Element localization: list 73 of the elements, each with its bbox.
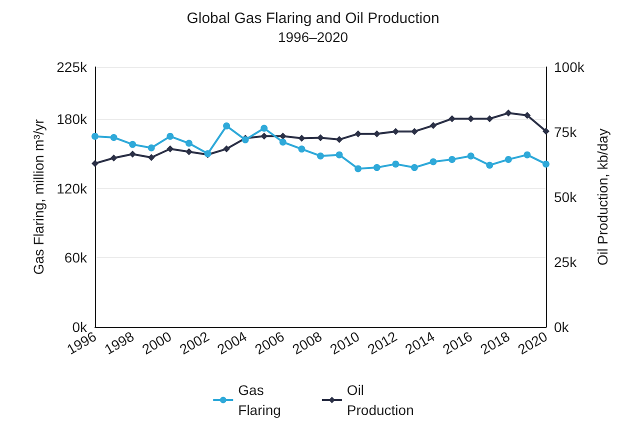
point	[317, 152, 324, 160]
y2-tick-label: 25k	[554, 254, 578, 270]
x-tick-label: 2018	[477, 328, 513, 358]
point	[486, 115, 494, 122]
y2-tick-label: 0k	[554, 319, 570, 335]
point	[92, 160, 98, 167]
point	[354, 130, 362, 138]
point	[336, 151, 343, 158]
y-tick-label: 225k	[56, 59, 88, 75]
point	[542, 128, 550, 135]
point	[524, 151, 531, 158]
point	[129, 140, 136, 148]
x-tick-label: 2006	[252, 328, 288, 358]
y2-tick-label: 50k	[554, 189, 578, 205]
x-tick-label: 2010	[327, 328, 362, 358]
chart-subtitle: 1996–2020	[278, 29, 348, 45]
point	[524, 112, 531, 119]
point	[148, 144, 155, 152]
point	[129, 150, 136, 158]
point	[185, 140, 192, 147]
point	[223, 122, 230, 130]
point	[223, 145, 230, 152]
point	[486, 162, 494, 169]
x-tick-label: 2004	[214, 328, 250, 358]
y2-tick-label: 75k	[554, 124, 578, 140]
x-tick-label: 1998	[102, 328, 137, 358]
point	[148, 154, 155, 161]
point	[430, 158, 437, 166]
point	[448, 156, 456, 163]
point	[373, 164, 380, 172]
point	[166, 132, 174, 140]
y2-tick-label: 100k	[554, 59, 586, 75]
point	[392, 160, 400, 168]
point	[467, 152, 474, 160]
point	[467, 115, 474, 122]
point	[410, 164, 418, 172]
point	[260, 124, 268, 132]
point	[298, 134, 306, 142]
point	[354, 165, 362, 172]
x-tick-label: 2014	[402, 328, 438, 358]
y-tick-label: 60k	[64, 250, 88, 266]
x-tick-label: 2008	[290, 328, 325, 358]
point	[279, 138, 286, 146]
point	[260, 132, 268, 140]
chart-title: Global Gas Flaring and Oil Production	[186, 10, 440, 27]
point	[392, 128, 400, 135]
point	[373, 130, 380, 138]
y-tick-label: 180k	[56, 111, 88, 127]
y-tick-label: 0k	[72, 319, 88, 335]
point	[298, 146, 306, 153]
point	[317, 134, 324, 142]
y2-axis-title: Oil Production, kb/day	[594, 128, 610, 266]
y-tick-label: 120k	[56, 180, 88, 196]
x-tick-label: 2000	[139, 328, 174, 358]
y-axis-title: Gas Flaring, million m³/yr	[30, 118, 47, 275]
legend-label: Gas Flaring	[238, 382, 281, 418]
x-tick-label: 2020	[515, 328, 550, 358]
x-tick-label: 2002	[176, 328, 212, 358]
point	[110, 154, 118, 162]
point	[430, 122, 437, 129]
point	[448, 115, 456, 122]
point	[279, 132, 286, 140]
point	[166, 145, 174, 152]
x-tick-label: 2012	[364, 328, 400, 358]
point	[185, 148, 192, 156]
point	[92, 132, 98, 140]
point	[336, 136, 343, 144]
point	[504, 110, 512, 117]
x-tick-label: 2016	[440, 328, 476, 358]
point	[504, 156, 512, 163]
point	[110, 134, 118, 141]
legend-label: Oil Production	[346, 382, 414, 418]
point	[542, 160, 550, 168]
